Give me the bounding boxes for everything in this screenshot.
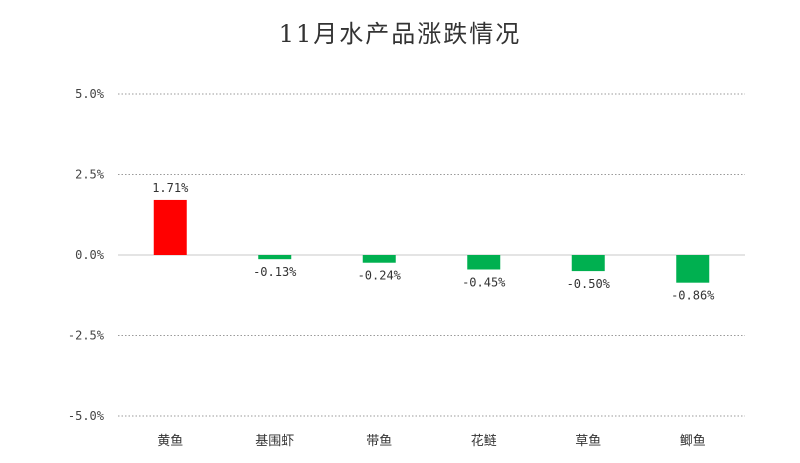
data-labels: 1.71% -0.13% -0.24% -0.45% -0.50% -0.86% bbox=[152, 181, 715, 303]
x-category-label: 鲫鱼 bbox=[680, 433, 706, 449]
bars bbox=[153, 199, 710, 283]
data-label: -0.45% bbox=[462, 275, 506, 289]
x-axis-categories: 黄鱼 基围虾 带鱼 花鲢 草鱼 鲫鱼 bbox=[157, 433, 706, 449]
bar bbox=[571, 255, 605, 272]
data-label: -0.50% bbox=[567, 277, 611, 291]
data-label: 1.71% bbox=[152, 181, 189, 195]
bar bbox=[362, 255, 396, 263]
y-tick-label: -5.0% bbox=[68, 409, 105, 423]
x-category-label: 花鲢 bbox=[471, 433, 497, 449]
bar bbox=[258, 255, 292, 260]
y-tick-label: -2.5% bbox=[68, 329, 105, 343]
y-axis-ticks: 5.0% 2.5% 0.0% -2.5% -5.0% bbox=[68, 87, 105, 423]
x-category-label: 带鱼 bbox=[366, 433, 392, 449]
data-label: -0.24% bbox=[358, 269, 402, 283]
x-category-label: 黄鱼 bbox=[157, 433, 183, 449]
y-tick-label: 2.5% bbox=[75, 168, 105, 182]
y-tick-label: 5.0% bbox=[75, 87, 105, 101]
data-label: -0.13% bbox=[253, 265, 297, 279]
chart-title: 11月水产品涨跌情况 bbox=[278, 20, 522, 48]
bar bbox=[676, 255, 710, 283]
bar bbox=[153, 199, 187, 255]
x-category-label: 基围虾 bbox=[255, 434, 294, 449]
x-category-label: 草鱼 bbox=[575, 433, 601, 449]
data-label: -0.86% bbox=[671, 289, 715, 303]
gridlines bbox=[118, 93, 745, 417]
y-tick-label: 0.0% bbox=[75, 248, 105, 262]
bar bbox=[467, 255, 501, 270]
